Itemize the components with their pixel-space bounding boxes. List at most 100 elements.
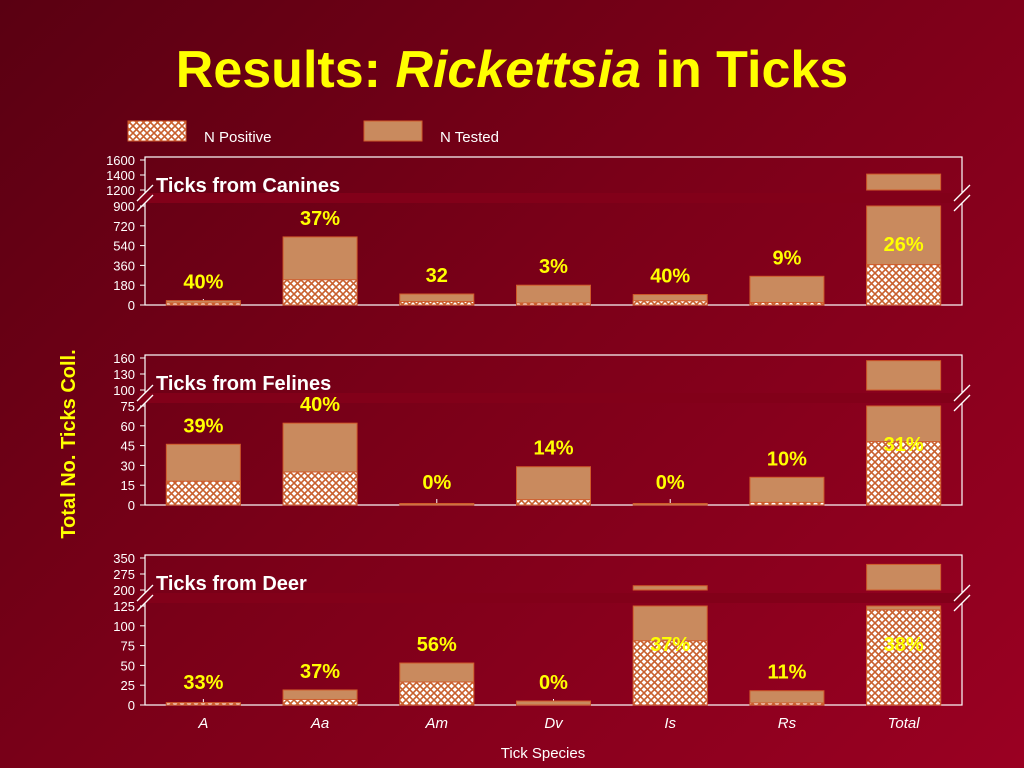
y-tick-label: 100 [113,383,135,398]
bar-percent-label: 32 [426,265,448,287]
title-suffix: in Ticks [641,41,849,99]
y-tick-label: 75 [121,639,135,654]
bar-positive [399,300,475,306]
axis-break-gap [139,193,968,203]
bar-percent-label: 40% [300,394,340,416]
legend-label-1: N Positive [204,129,272,146]
axis-break-mark [953,584,971,602]
category-label: Am [425,715,449,732]
bar-positive [165,302,241,306]
bar-positive [866,609,942,706]
legend-label-2: N Tested [440,129,499,146]
axis-break-gap [139,593,968,603]
panel-title: Ticks from Canines [156,175,340,197]
bar-positive [282,279,358,306]
bar-percent-label: 11% [767,662,806,684]
y-tick-label: 130 [113,367,135,382]
y-tick-label: 50 [121,658,135,673]
axis-break-mark [953,194,971,212]
category-label: Dv [544,715,564,732]
title-italic: Rickettsia [395,41,642,99]
y-tick-label: 200 [113,583,135,598]
bar-percent-label: 56% [417,634,457,656]
y-tick-label: 1200 [106,183,135,198]
legend-swatch-2 [363,120,423,142]
legend-swatch-1 [127,120,187,142]
bar-tested [399,503,475,506]
bar-percent-label: 38% [884,634,924,656]
y-tick-label: 275 [113,567,135,582]
bar-positive [632,640,708,706]
y-axis-title: Total No. Ticks Coll. [58,349,80,538]
axis-break-mark [953,594,971,612]
bar-tested [749,476,825,506]
y-tick-label: 0 [128,498,135,513]
bar-percent-label: 40% [183,272,223,294]
axis-break-gap [139,393,968,403]
category-label: Total [888,715,921,732]
bar-tested [749,275,825,306]
bar-tested [632,503,708,506]
y-tick-label: 160 [113,351,135,366]
bar-percent-label: 0% [422,472,451,494]
y-tick-label: 900 [113,199,135,214]
y-tick-label: 15 [121,478,135,493]
bar-positive [282,698,358,706]
bar-percent-label: 37% [300,208,340,230]
y-tick-label: 540 [113,239,135,254]
bar-tested-upper [632,585,708,591]
category-label: Is [664,715,676,732]
y-tick-label: 125 [113,599,135,614]
y-tick-label: 720 [113,219,135,234]
y-tick-label: 1600 [106,153,135,168]
y-tick-label: 180 [113,278,135,293]
bar-positive [399,681,475,706]
bar-positive [866,264,942,306]
bar-percent-label: 33% [183,672,223,694]
bar-positive [749,501,825,506]
y-tick-label: 45 [121,439,135,454]
bar-tested [516,284,591,306]
axis-break-mark [953,394,971,412]
legend: N Positive N Tested [127,120,499,146]
bar-percent-label: 9% [772,247,801,269]
bar-percent-label: 0% [539,672,568,694]
axis-break-mark [136,384,154,402]
bar-positive [165,480,241,506]
axis-break-mark [953,384,971,402]
bar-tested-upper [866,173,942,191]
y-tick-label: 75 [121,399,135,414]
axis-break-mark [136,184,154,202]
bar-percent-label: 10% [767,448,807,470]
bar-percent-label: 3% [539,256,568,278]
title-prefix: Results: [175,41,396,99]
axis-break-mark [953,184,971,202]
panel-title: Ticks from Deer [156,573,307,595]
axis-break-mark [136,394,154,412]
bar-positive [632,300,708,306]
bar-tested [516,700,591,706]
y-tick-label: 0 [128,298,135,313]
bar-percent-label: 26% [884,234,924,256]
bar-percent-label: 14% [533,438,573,460]
category-label: Aa [310,715,329,732]
bar-percent-label: 40% [650,266,690,288]
y-tick-label: 60 [121,419,135,434]
bar-percent-label: 37% [300,661,340,683]
slide-title: Results: Rickettsia in Ticks [0,40,1024,100]
bar-positive [282,471,358,506]
y-tick-label: 30 [121,458,135,473]
bar-positive [165,702,241,706]
bar-tested-upper [866,360,942,391]
y-tick-label: 25 [121,678,135,693]
panel-title: Ticks from Felines [156,373,331,395]
bar-tested-upper [866,563,942,591]
y-tick-label: 1400 [106,168,135,183]
bar-positive [866,441,942,506]
x-axis-title: Tick Species [501,745,585,762]
bar-positive [749,301,825,306]
